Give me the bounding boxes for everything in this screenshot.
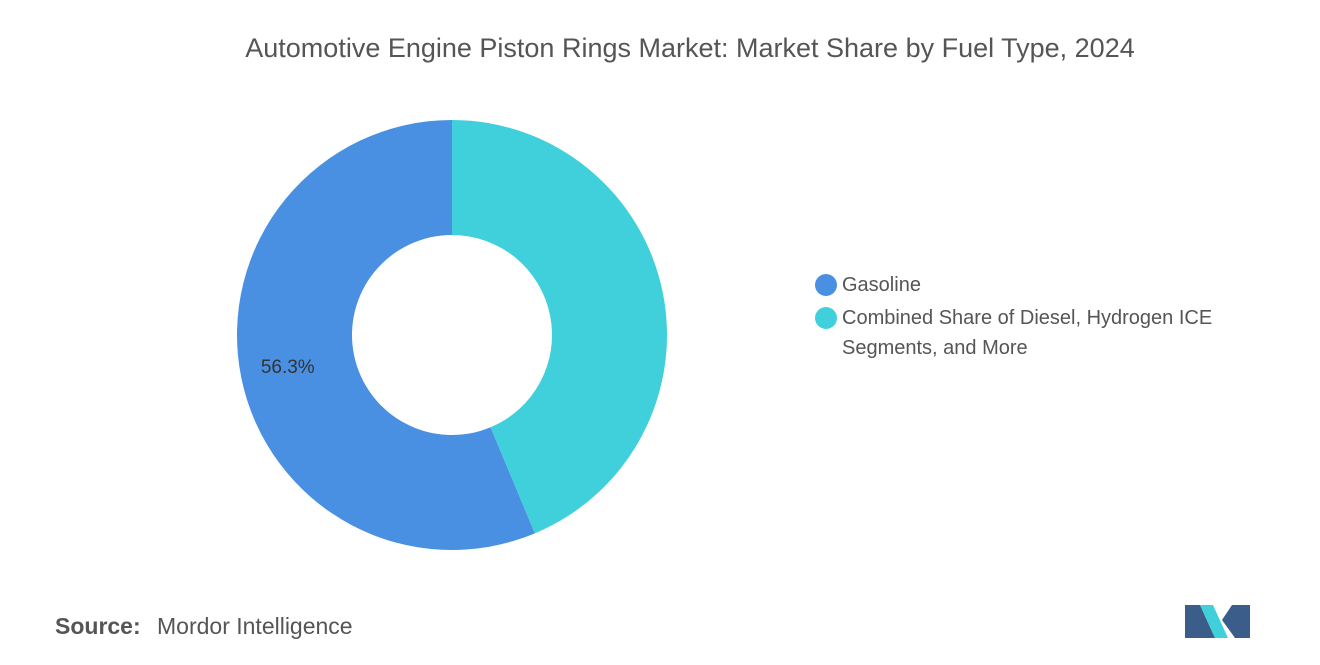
legend-swatch <box>815 274 837 296</box>
legend-label: Gasoline <box>842 274 921 296</box>
donut <box>237 120 667 550</box>
legend-swatch <box>815 307 837 329</box>
data-label: 56.3% <box>261 357 315 378</box>
source-label: Source: <box>55 613 141 639</box>
slice <box>452 120 667 534</box>
legend-label: Combined Share of Diesel, Hydrogen ICE S… <box>842 307 1213 359</box>
chart-title: Automotive Engine Piston Rings Market: M… <box>245 33 1134 63</box>
source: Mordor Intelligence <box>157 613 353 639</box>
slice <box>237 120 535 550</box>
logo <box>1185 605 1250 638</box>
